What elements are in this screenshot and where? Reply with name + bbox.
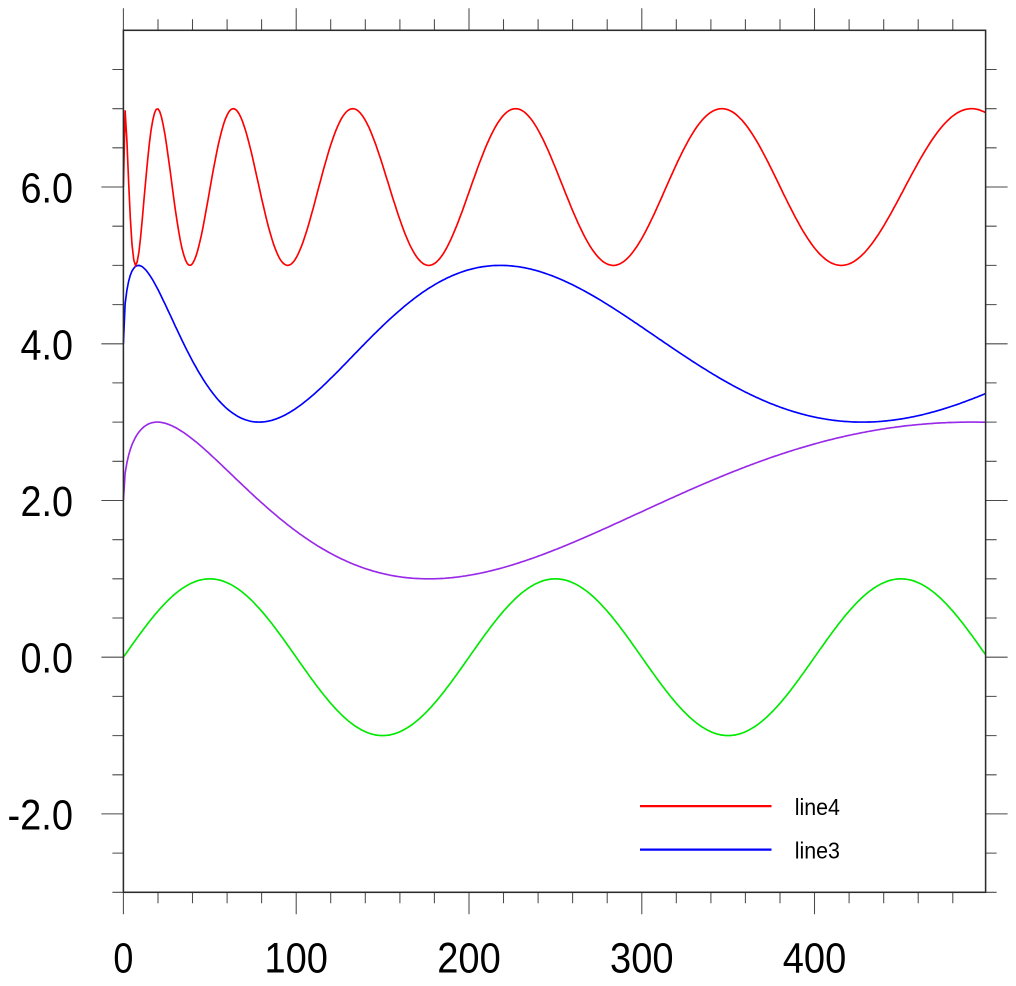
svg-text:line4: line4 xyxy=(795,794,840,820)
svg-text:400: 400 xyxy=(783,935,847,981)
svg-text:200: 200 xyxy=(437,935,501,981)
svg-text:-2.0: -2.0 xyxy=(8,791,74,839)
svg-text:0: 0 xyxy=(113,935,133,981)
svg-text:100: 100 xyxy=(264,935,328,981)
svg-text:4.0: 4.0 xyxy=(21,321,74,369)
svg-text:2.0: 2.0 xyxy=(21,478,74,526)
svg-text:6.0: 6.0 xyxy=(21,165,74,213)
svg-text:300: 300 xyxy=(610,935,674,981)
svg-text:line3: line3 xyxy=(795,837,840,863)
svg-text:0.0: 0.0 xyxy=(21,635,74,683)
